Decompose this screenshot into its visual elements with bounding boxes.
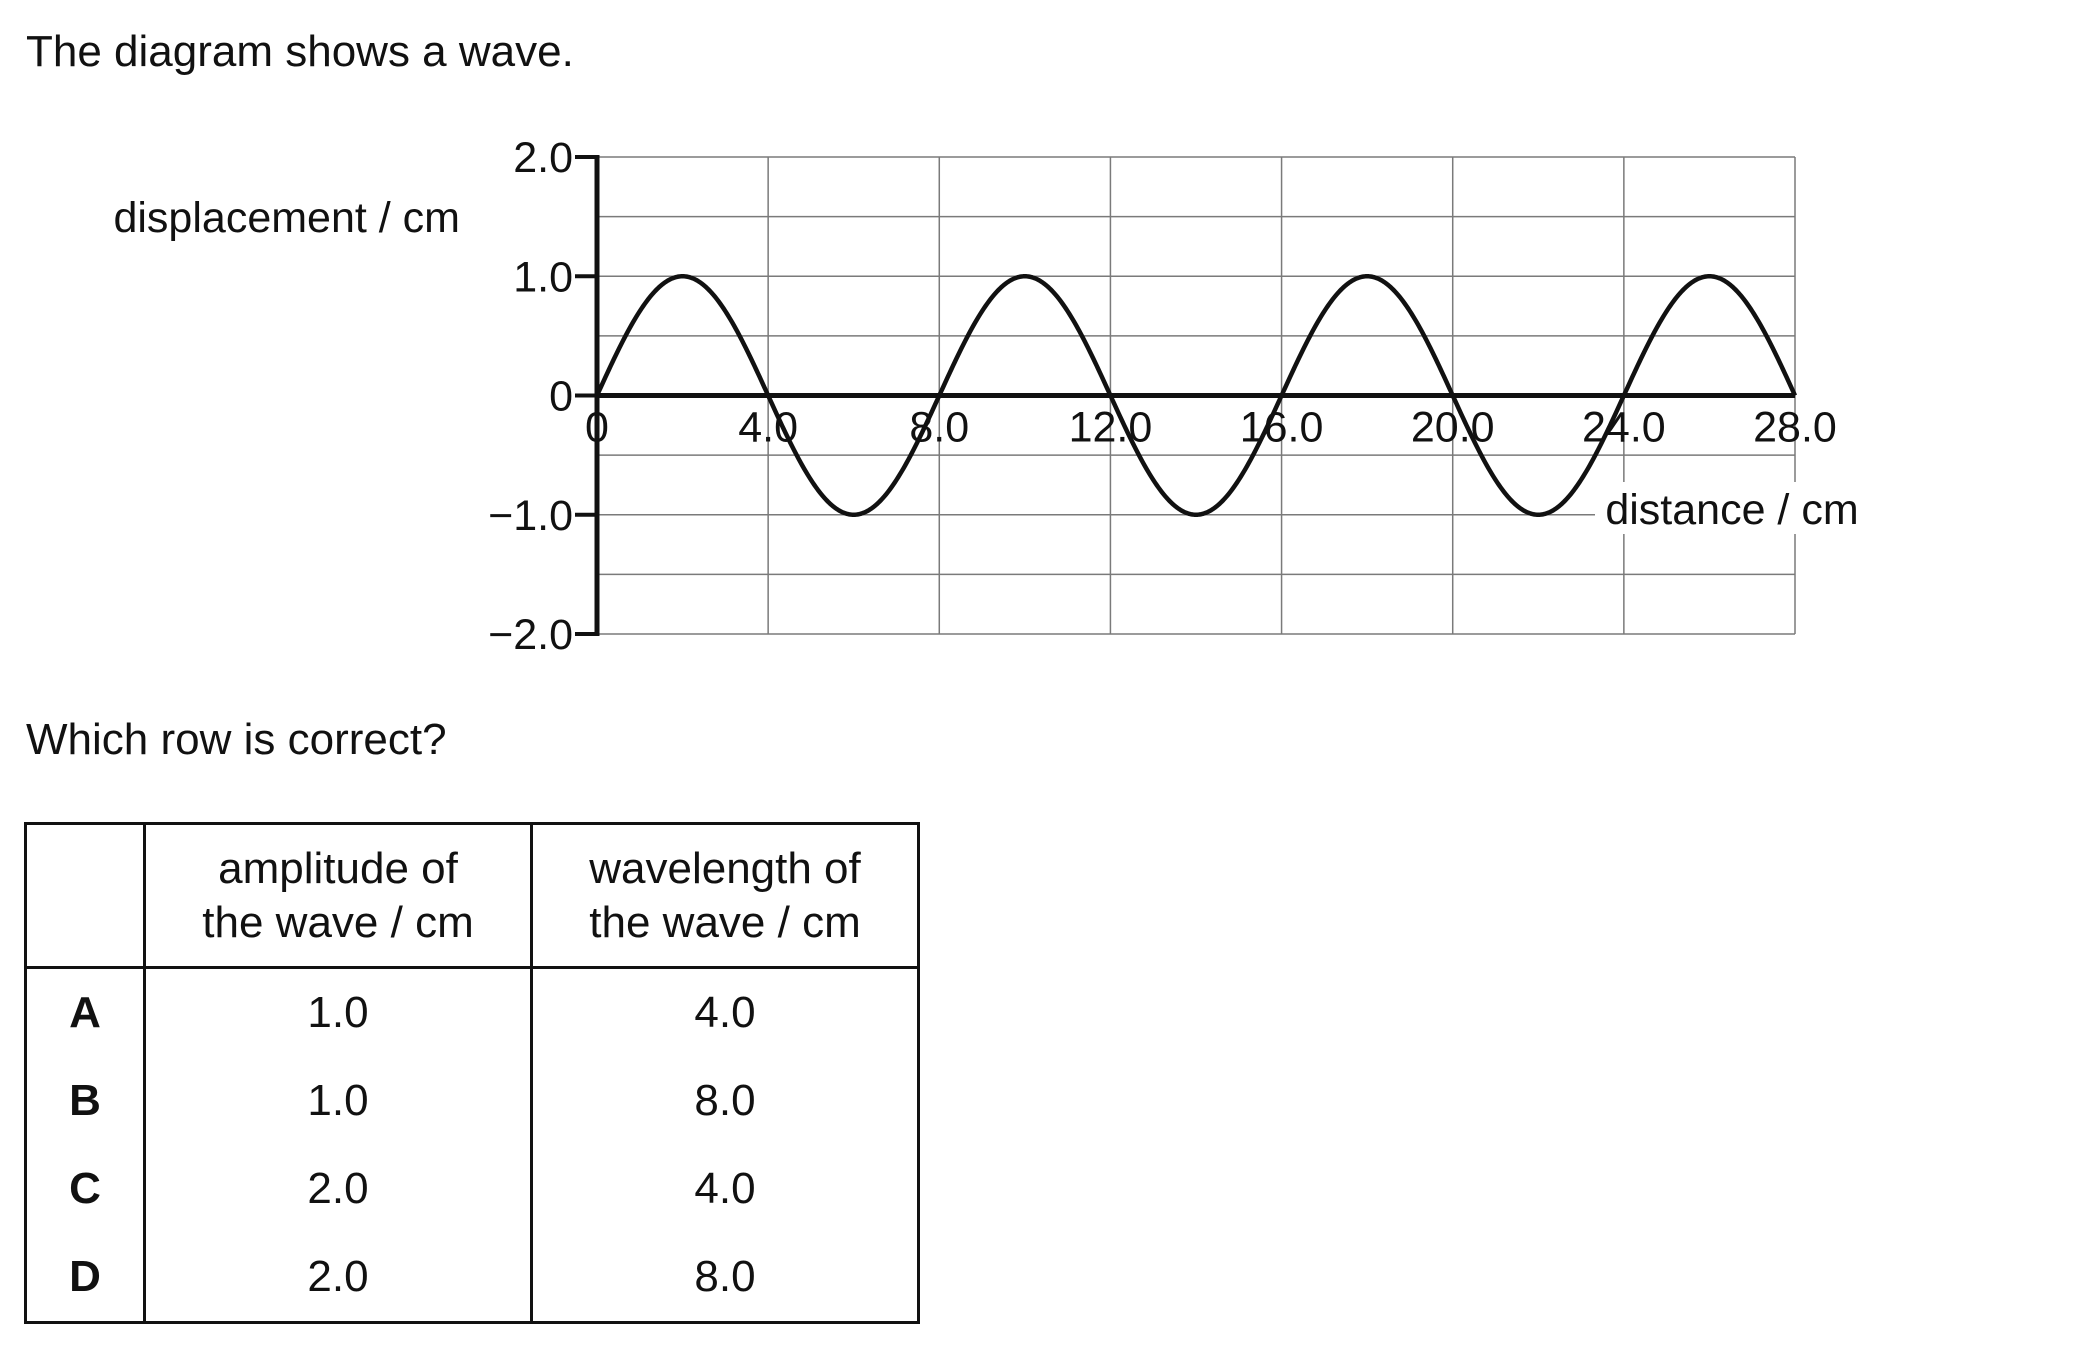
table-row-b: B 1.0 8.0 [24,1057,920,1145]
table-row-c: C 2.0 4.0 [24,1145,920,1233]
wavelength-cell: 8.0 [530,1057,920,1145]
y-tick-label: −2.0 [488,611,573,659]
wavelength-cell: 8.0 [530,1233,920,1323]
amplitude-cell: 1.0 [143,1057,533,1145]
table-row-a: A 1.0 4.0 [24,967,920,1057]
x-tick-label: 16.0 [1240,404,1324,452]
intro-text: The diagram shows a wave. [26,27,574,76]
amplitude-cell: 2.0 [143,1145,533,1233]
header-wavelength: wavelength of the wave / cm [530,823,920,969]
x-axis-label-mask [1595,482,1865,534]
header-wavelength-line-1: wavelength of [589,843,861,893]
x-tick-label: 0 [585,404,609,452]
row-key: B [24,1057,146,1145]
row-key: D [24,1233,146,1323]
amplitude-cell: 2.0 [143,1233,533,1323]
wave-diagram: 2.01.00−1.0−2.00 4.0 8.0 12.0 16.0 20.0 24.0 28… [113,134,1865,659]
x-tick-label: 12.0 [1069,404,1153,452]
wave-line [594,274,1798,517]
x-tick-label: 24.0 [1582,404,1666,452]
header-amplitude: amplitude of the wave / cm [143,823,533,969]
x-axis-label: distance / cm [1605,486,1858,534]
amplitude-cell: 1.0 [143,967,533,1057]
wavelength-cell: 4.0 [530,1145,920,1233]
y-axis-label: displacement / cm [113,194,460,242]
x-tick-label: 4.0 [738,404,798,452]
chart-labels: 2.01.00−1.0−2.00 4.0 8.0 12.0 16.0 20.0 24.0 28… [113,134,1858,659]
y-tick-label: 2.0 [513,134,573,182]
header-wavelength-line-2: the wave / cm [589,897,861,947]
x-tick-label: 28.0 [1753,404,1837,452]
y-tick-label: 1.0 [513,253,573,301]
wavelength-cell: 4.0 [530,967,920,1057]
answer-table: amplitude of the wave / cm wavelength of… [24,822,920,1324]
x-tick-label: 8.0 [909,404,969,452]
wave-series [594,274,1798,517]
y-tick-label: 0 [549,373,573,421]
y-tick-label: −1.0 [488,492,573,540]
table-header-row: amplitude of the wave / cm wavelength of… [24,823,920,969]
table-row-d: D 2.0 8.0 [24,1233,920,1323]
header-key [24,823,146,969]
question-text: Which row is correct? [26,715,447,764]
chart-axes [575,155,1795,636]
row-key: A [24,967,146,1057]
row-key: C [24,1145,146,1233]
header-amplitude-line-1: amplitude of [218,843,458,893]
x-tick-label: 20.0 [1411,404,1495,452]
header-amplitude-line-2: the wave / cm [202,897,474,947]
